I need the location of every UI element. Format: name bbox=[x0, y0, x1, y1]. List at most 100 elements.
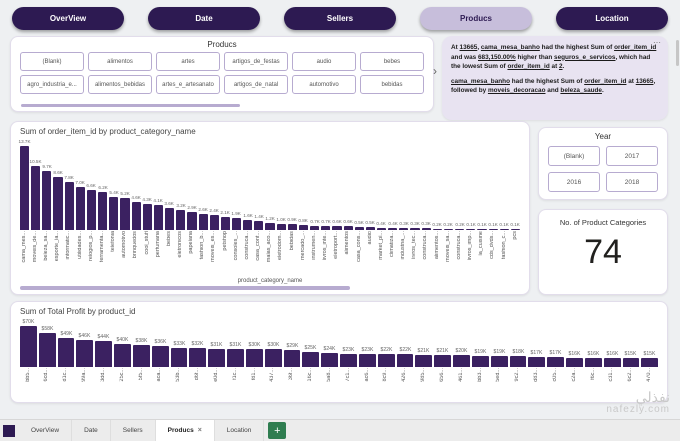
bar-column[interactable]: 0.5K bbox=[366, 138, 375, 230]
bar-column[interactable]: $17K bbox=[547, 318, 565, 367]
bar-column[interactable]: 1.4K bbox=[254, 138, 264, 230]
bar[interactable] bbox=[287, 224, 297, 230]
year-option-2016[interactable]: 2016 bbox=[548, 172, 600, 192]
bar[interactable] bbox=[95, 341, 113, 367]
bar-column[interactable]: $30K bbox=[245, 318, 263, 367]
bar-column[interactable]: 0.3K bbox=[399, 138, 409, 230]
bar[interactable] bbox=[187, 212, 197, 230]
bar-column[interactable]: $31K bbox=[227, 318, 244, 367]
bar-column[interactable]: 7.0K bbox=[76, 138, 85, 230]
nav-pill-overview[interactable]: OverView bbox=[12, 7, 124, 30]
bar[interactable] bbox=[198, 214, 208, 230]
bar[interactable] bbox=[477, 229, 487, 230]
slicer-item[interactable]: bebidas bbox=[360, 75, 424, 94]
bar[interactable] bbox=[343, 226, 353, 230]
bar[interactable] bbox=[310, 226, 320, 230]
bar[interactable] bbox=[340, 354, 357, 367]
bar[interactable] bbox=[231, 218, 242, 230]
bar[interactable] bbox=[321, 226, 331, 230]
bar-column[interactable]: $32K bbox=[189, 318, 207, 367]
bar-column[interactable]: 1.6K bbox=[243, 138, 252, 230]
bar-column[interactable]: 6.6K bbox=[87, 138, 96, 230]
year-option-2018[interactable]: 2018 bbox=[606, 172, 658, 192]
bar-column[interactable]: 8.6K bbox=[53, 138, 63, 230]
nav-pill-sellers[interactable]: Sellers bbox=[284, 7, 396, 30]
bar-column[interactable]: $17K bbox=[528, 318, 546, 367]
bar[interactable] bbox=[209, 215, 219, 230]
slicer-item[interactable]: bebes bbox=[360, 52, 424, 71]
bar[interactable] bbox=[220, 217, 230, 230]
bar[interactable] bbox=[170, 348, 188, 367]
slicer-item[interactable]: artigos_de_festas bbox=[224, 52, 288, 71]
bar[interactable] bbox=[114, 344, 131, 367]
bar-column[interactable]: 2.1K bbox=[221, 138, 230, 230]
slicer-item[interactable]: artigos_de_natal bbox=[224, 75, 288, 94]
vertical-scrollbar[interactable] bbox=[676, 40, 679, 66]
bar[interactable] bbox=[365, 227, 375, 230]
bar[interactable] bbox=[434, 355, 452, 367]
bar[interactable] bbox=[490, 356, 508, 367]
add-page-button[interactable]: + bbox=[268, 422, 287, 439]
year-option-2017[interactable]: 2017 bbox=[606, 146, 658, 166]
bar[interactable] bbox=[20, 326, 37, 367]
bar-column[interactable]: 5.2K bbox=[120, 138, 130, 230]
bar-column[interactable]: 0.2K bbox=[444, 138, 453, 230]
bar[interactable] bbox=[189, 348, 207, 367]
bar-column[interactable]: 0.4K bbox=[388, 138, 397, 230]
bar[interactable] bbox=[254, 221, 264, 230]
bar-column[interactable]: 0.4K bbox=[377, 138, 386, 230]
bar[interactable] bbox=[471, 356, 489, 367]
slicer-item[interactable]: artes bbox=[156, 52, 220, 71]
bar[interactable] bbox=[421, 228, 431, 230]
bar[interactable] bbox=[410, 228, 420, 230]
bar-column[interactable]: 0.3K bbox=[410, 138, 420, 230]
bar-column[interactable]: 6.2K bbox=[98, 138, 107, 230]
bar-column[interactable]: 9.7K bbox=[42, 138, 52, 230]
bar-column[interactable]: 4.6K bbox=[131, 138, 141, 230]
bar-column[interactable]: 0.7K bbox=[310, 138, 319, 230]
bar[interactable] bbox=[245, 349, 263, 367]
bar[interactable] bbox=[31, 166, 41, 230]
bar[interactable] bbox=[283, 350, 301, 367]
bar-column[interactable]: $38K bbox=[132, 318, 150, 367]
bar[interactable] bbox=[76, 340, 94, 367]
bar-column[interactable]: $46K bbox=[76, 318, 94, 367]
bar-column[interactable]: 2.9K bbox=[187, 138, 197, 230]
bar[interactable] bbox=[399, 228, 409, 230]
bar[interactable] bbox=[443, 229, 454, 230]
bar[interactable] bbox=[358, 354, 376, 367]
slicer-item[interactable]: automotivo bbox=[292, 75, 356, 94]
bar[interactable] bbox=[132, 345, 150, 367]
bar[interactable] bbox=[264, 349, 282, 367]
tab-scroll-icon[interactable] bbox=[3, 425, 15, 437]
slicer-item[interactable]: alimentos bbox=[88, 52, 152, 71]
bar[interactable] bbox=[388, 228, 398, 230]
bar-column[interactable]: 0.2K bbox=[455, 138, 464, 230]
bar[interactable] bbox=[38, 333, 56, 367]
bar[interactable] bbox=[86, 190, 97, 230]
bar[interactable] bbox=[622, 358, 640, 367]
bar[interactable] bbox=[377, 228, 387, 230]
bar-column[interactable]: $22K bbox=[396, 318, 414, 367]
bar-column[interactable]: 3.6K bbox=[165, 138, 174, 230]
bar[interactable] bbox=[453, 355, 470, 367]
bar[interactable] bbox=[547, 357, 565, 367]
bar[interactable] bbox=[265, 223, 275, 230]
bar[interactable] bbox=[396, 354, 414, 367]
slicer-item[interactable]: alimentos_bebidas bbox=[88, 75, 152, 94]
bar[interactable] bbox=[131, 202, 141, 230]
bar[interactable] bbox=[321, 353, 339, 367]
bar-column[interactable]: $49K bbox=[57, 318, 75, 367]
bar[interactable] bbox=[176, 210, 186, 230]
bar[interactable] bbox=[332, 226, 342, 230]
tab-location[interactable]: Location bbox=[215, 420, 265, 441]
bar-column[interactable]: 3.2K bbox=[176, 138, 186, 230]
bar[interactable] bbox=[566, 358, 583, 367]
bar[interactable] bbox=[298, 225, 309, 230]
bar-column[interactable]: 0.1K bbox=[488, 138, 498, 230]
bar[interactable] bbox=[584, 358, 602, 367]
bar-column[interactable]: $40K bbox=[114, 318, 131, 367]
bar-column[interactable]: $30K bbox=[264, 318, 282, 367]
bar[interactable] bbox=[243, 220, 253, 230]
bar[interactable] bbox=[120, 198, 130, 230]
